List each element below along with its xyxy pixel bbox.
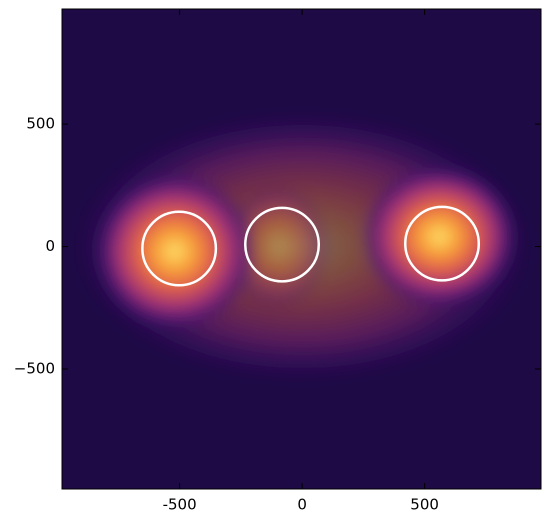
density-field xyxy=(69,109,535,384)
region-circle xyxy=(404,205,481,282)
density-blob xyxy=(358,163,521,311)
region-circle xyxy=(141,210,218,287)
plot-frame xyxy=(61,8,542,490)
y-tick-label: 0 xyxy=(45,237,55,255)
x-tick-label: 500 xyxy=(410,496,439,514)
y-tick-label: 500 xyxy=(26,115,55,133)
region-circle xyxy=(244,206,321,283)
x-tick-label: -500 xyxy=(163,496,197,514)
density-blob xyxy=(91,170,259,333)
axes: -500 0 500 500 0 −500 xyxy=(14,8,542,514)
plot-area xyxy=(62,9,541,489)
x-tick-label: 0 xyxy=(297,496,307,514)
y-tick-label: −500 xyxy=(14,360,55,378)
